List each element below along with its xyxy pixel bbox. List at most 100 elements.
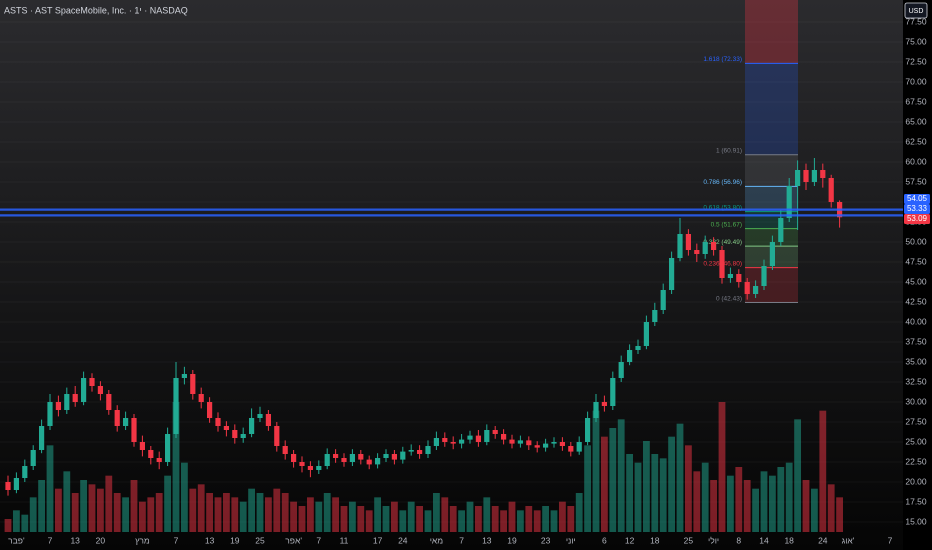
volume-bar <box>718 402 726 532</box>
y-tick-label: 50.00 <box>905 236 927 246</box>
volume-bar <box>449 506 457 532</box>
volume-bar <box>769 475 776 532</box>
volume-bar <box>239 501 247 532</box>
candle-body <box>828 178 834 202</box>
volume-bar <box>466 501 474 532</box>
candle-body <box>576 442 582 452</box>
x-tick-label: מרץ <box>135 535 150 545</box>
fib-label: 1.618 (72.33) <box>703 56 742 63</box>
y-tick-label: 35.00 <box>905 356 927 366</box>
candle-body <box>139 442 145 450</box>
candle-body <box>753 286 759 294</box>
volume-bar <box>13 510 20 532</box>
axis-labels: 15.00 17.50 20.00 22.50 25.00 27.50 30.00 32.50… <box>8 16 930 545</box>
x-tick-label: 6 <box>602 535 607 545</box>
price-label: 53.09 <box>907 214 928 223</box>
volume-bar <box>785 462 793 532</box>
volume-bar <box>155 493 163 532</box>
volume-bar <box>80 480 87 532</box>
volume-bar <box>836 497 843 532</box>
volume-bar <box>97 488 104 532</box>
candle-body <box>190 374 196 394</box>
candle-body <box>291 454 297 462</box>
volume-bar <box>760 471 768 532</box>
volume-bar <box>794 419 801 532</box>
volume-bar <box>164 475 171 532</box>
x-tick-label: 19 <box>230 535 240 545</box>
x-tick-label: 13 <box>205 535 215 545</box>
currency: USD <box>909 8 924 15</box>
currency-box[interactable] <box>904 2 928 19</box>
x-tick-label: 20 <box>96 535 106 545</box>
volume-bar <box>307 497 314 532</box>
candle-body <box>22 466 28 478</box>
y-tick-label: 57.50 <box>905 176 927 186</box>
price-label-box <box>904 194 930 204</box>
volume-bar <box>424 510 432 532</box>
grid <box>0 21 903 523</box>
volume-bar <box>659 458 667 532</box>
volume-bar <box>575 493 583 532</box>
volume-bar <box>567 506 575 532</box>
volume-bar <box>601 436 608 532</box>
volume-bar <box>256 493 264 532</box>
candle-body <box>5 482 11 490</box>
candle-body <box>635 346 641 350</box>
volume-bar <box>223 493 230 532</box>
candle-body <box>459 439 465 444</box>
volume-bar <box>46 445 54 532</box>
volume-bar <box>651 454 659 532</box>
x-tick-label: 24 <box>818 535 828 545</box>
volume-bar <box>500 510 507 532</box>
candle-body <box>165 434 171 462</box>
candle-body <box>81 378 87 402</box>
volume-bar <box>819 410 827 532</box>
fib-label: 0.618 (53.80) <box>703 204 742 211</box>
volume-bar <box>752 488 759 532</box>
candle-body <box>795 170 801 186</box>
candle-body <box>702 242 708 254</box>
candle-body <box>450 442 456 444</box>
volume-bar <box>525 506 533 532</box>
volume-bar <box>357 506 365 532</box>
volume-bar <box>710 480 717 532</box>
candle-body <box>778 218 784 242</box>
volume-bar <box>811 488 818 532</box>
volume-bar <box>643 441 650 532</box>
candle-body <box>442 438 448 442</box>
candle-body <box>811 170 817 182</box>
candle-body <box>660 290 666 310</box>
candle-body <box>761 266 767 286</box>
volume-bar <box>231 497 239 532</box>
volume-bar <box>181 462 188 532</box>
candle-body <box>207 402 213 418</box>
candle-body <box>47 402 53 426</box>
volume-bar <box>349 501 356 532</box>
volume-bar <box>63 471 71 532</box>
volume-bar <box>248 488 255 532</box>
candle-body <box>55 402 61 410</box>
candle-body <box>400 451 406 460</box>
candle-body <box>727 274 733 278</box>
candle-body <box>265 414 271 426</box>
price-label: 53.33 <box>907 204 928 213</box>
x-tick-label: 24 <box>398 535 408 545</box>
candle-body <box>106 394 112 410</box>
candle-body <box>643 322 649 346</box>
volume-bar <box>475 506 482 532</box>
volume-bar <box>323 493 331 532</box>
volume-bar <box>701 462 709 532</box>
candle-body <box>223 426 229 430</box>
volume-bar <box>727 475 734 532</box>
y-tick-label: 47.50 <box>905 256 927 266</box>
volume-bar <box>416 506 423 532</box>
x-tick-label: 25 <box>684 535 694 545</box>
candle-body <box>333 454 339 458</box>
fib-label: 0 (42.43) <box>716 295 742 302</box>
candle-body <box>652 310 658 322</box>
x-tick-label: 7 <box>316 535 321 545</box>
x-tick-label: 17 <box>373 535 383 545</box>
candle-body <box>601 402 607 406</box>
candle-body <box>509 439 515 444</box>
y-tick-label: 40.00 <box>905 316 927 326</box>
